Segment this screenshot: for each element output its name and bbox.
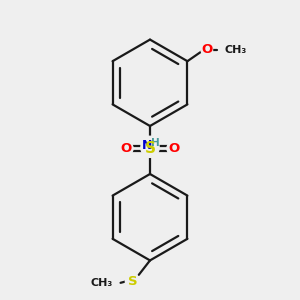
Circle shape xyxy=(125,274,140,288)
Text: O: O xyxy=(168,142,180,155)
Text: O: O xyxy=(201,44,212,56)
Text: H: H xyxy=(152,138,160,148)
Circle shape xyxy=(201,44,213,56)
Circle shape xyxy=(167,141,181,155)
Text: S: S xyxy=(145,141,155,156)
Circle shape xyxy=(141,140,159,158)
Text: N: N xyxy=(142,139,153,152)
Text: S: S xyxy=(128,275,137,288)
Text: O: O xyxy=(120,142,132,155)
Circle shape xyxy=(141,136,159,154)
Text: CH₃: CH₃ xyxy=(91,278,113,288)
Text: CH₃: CH₃ xyxy=(224,45,247,55)
Circle shape xyxy=(119,141,133,155)
